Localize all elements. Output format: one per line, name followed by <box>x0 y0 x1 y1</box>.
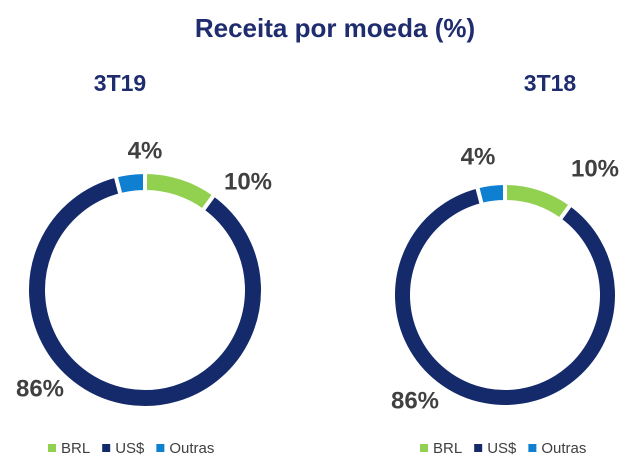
donut-slice <box>503 180 574 223</box>
data-label: 86% <box>391 387 439 414</box>
legend-swatch <box>102 444 111 452</box>
data-label: 86% <box>16 375 64 402</box>
data-label: 10% <box>571 155 619 182</box>
legend-label: BRL <box>61 440 90 457</box>
legend-label: US$ <box>487 440 517 457</box>
donut-slice <box>25 173 265 410</box>
legend-swatch <box>474 444 483 452</box>
data-label: 4% <box>461 143 496 170</box>
legend-label: Outras <box>169 440 214 457</box>
data-label: 10% <box>224 168 272 195</box>
legend-label: Outras <box>541 440 586 457</box>
donut-slice <box>474 180 507 208</box>
donut-slice <box>391 184 619 409</box>
donut-slice <box>143 169 218 214</box>
chart-title: 3T19 <box>94 70 146 96</box>
page-title: Receita por moeda (%) <box>195 13 475 43</box>
data-label: 4% <box>128 137 163 164</box>
legend-swatch <box>156 444 165 452</box>
legend-swatch <box>528 444 537 452</box>
legend-swatch <box>420 444 428 452</box>
legend-label: US$ <box>115 440 145 457</box>
chart-title: 3T18 <box>524 70 577 96</box>
legend-swatch <box>48 444 56 452</box>
donut-slice <box>113 169 147 198</box>
legend-label: BRL <box>433 440 462 457</box>
